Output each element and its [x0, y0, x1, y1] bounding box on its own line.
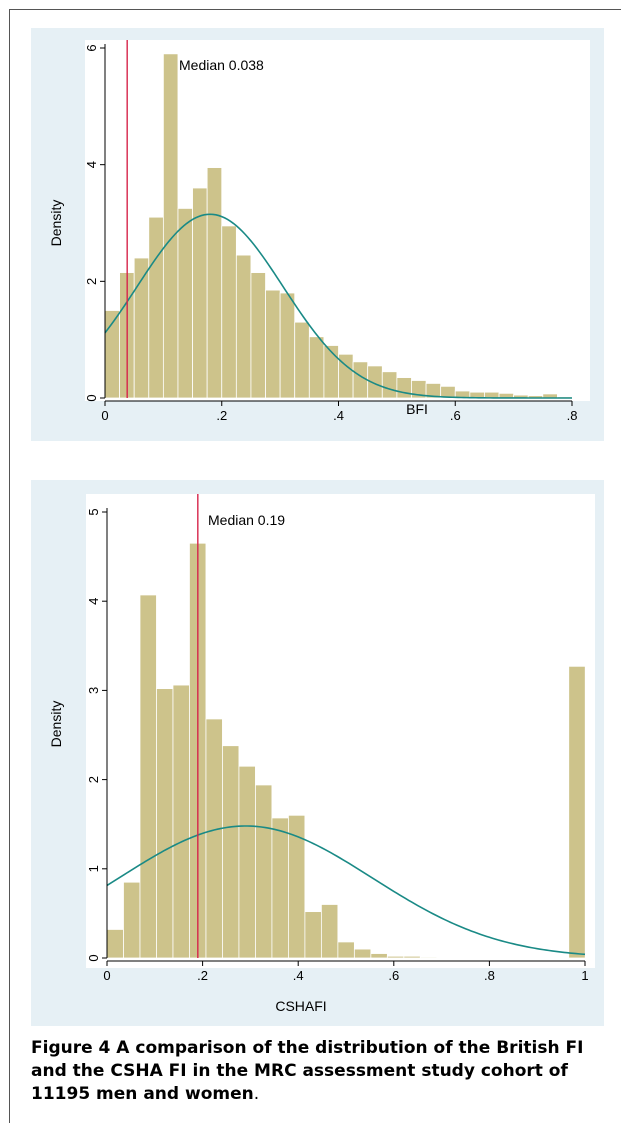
y-tick-label: 6	[84, 44, 99, 51]
cshafi-histogram-chart: Median 0.19 0 1 2 3 4 5 0 .2 .4 .6 .8 1 Density CSHAFI	[48, 494, 595, 1014]
figure-caption: Figure 4 A comparison of the distributio…	[31, 1037, 611, 1106]
histogram-bar	[271, 817, 289, 959]
y-tick-label: 5	[86, 508, 101, 515]
histogram-bar	[396, 377, 412, 399]
histogram-bar	[238, 765, 256, 959]
x-axis-title: CSHAFI	[275, 998, 326, 1014]
histogram-bar	[148, 216, 164, 399]
histogram-bar	[139, 594, 157, 959]
y-tick-label: 4	[84, 161, 99, 168]
histogram-bar	[192, 187, 208, 399]
bfi-histogram-panel: Median 0.038 0 2 4 6 0 .2 .4 .6 .8 Density BFI	[31, 28, 604, 441]
caption-text: A comparison of the distribution of the …	[31, 1038, 584, 1104]
histogram-bar	[386, 955, 405, 959]
histogram-bar	[337, 941, 355, 959]
y-tick-label: 0	[86, 954, 101, 961]
histogram-bar	[352, 361, 369, 399]
x-tick-label: .2	[197, 968, 208, 983]
x-tick-label: .6	[450, 408, 461, 423]
figure-frame-top	[9, 9, 621, 10]
histogram-bar	[353, 948, 372, 959]
figure-label: Figure 4	[31, 1038, 111, 1058]
x-axis-title: BFI	[406, 401, 428, 417]
histogram-bar	[156, 688, 174, 959]
y-tick-label: 2	[84, 278, 99, 285]
histogram-bar	[250, 272, 266, 399]
cshafi-histogram-panel: Median 0.19 0 1 2 3 4 5 0 .2 .4 .6 .8 1 Density CSHAFI	[31, 480, 604, 1026]
histogram-bar	[222, 745, 240, 959]
x-tick-label: 1	[581, 968, 588, 983]
x-tick-label: .6	[388, 968, 399, 983]
histogram-bar	[279, 292, 296, 399]
figure-frame-left	[9, 9, 10, 1123]
histogram-bar	[162, 53, 179, 399]
y-tick-label: 1	[86, 865, 101, 872]
histogram-bar	[255, 784, 273, 959]
x-tick-label: .8	[567, 408, 578, 423]
x-tick-label: .4	[333, 408, 344, 423]
y-axis-title: Density	[48, 200, 64, 247]
histogram-bar	[568, 665, 586, 959]
histogram-bar	[308, 336, 325, 399]
histogram-bar	[419, 956, 438, 959]
histogram-bar	[381, 371, 398, 399]
histogram-bar	[106, 929, 124, 959]
y-tick-label: 3	[86, 687, 101, 694]
x-tick-label: 0	[101, 408, 108, 423]
histogram-bar	[320, 904, 339, 959]
histogram-bar	[221, 225, 237, 399]
histogram-bar	[323, 345, 339, 399]
histogram-bar	[288, 814, 306, 959]
histogram-bar	[172, 684, 190, 959]
y-tick-label: 4	[86, 598, 101, 605]
y-tick-label: 2	[86, 776, 101, 783]
normal-density-curve	[106, 825, 586, 956]
histogram-bar	[370, 953, 388, 959]
x-tick-label: .4	[293, 968, 304, 983]
histogram-bar	[235, 254, 252, 399]
y-axis-title: Density	[48, 701, 64, 748]
normal-density-curve	[104, 213, 572, 399]
bfi-histogram-chart: Median 0.038 0 2 4 6 0 .2 .4 .6 .8 Density BFI	[48, 40, 590, 423]
histogram-bar	[177, 208, 193, 399]
caption-end: .	[253, 1084, 260, 1104]
histogram-bar	[403, 955, 421, 959]
median-label: Median 0.038	[179, 57, 264, 73]
histogram-bar	[206, 167, 223, 399]
histogram-bar	[205, 718, 223, 959]
x-tick-label: .2	[216, 408, 227, 423]
x-tick-label: .8	[484, 968, 495, 983]
x-tick-label: 0	[103, 968, 110, 983]
histogram-bar	[265, 289, 281, 399]
median-label: Median 0.19	[208, 512, 285, 528]
y-tick-label: 0	[84, 394, 99, 401]
histogram-bar	[123, 881, 141, 959]
histogram-bar	[304, 911, 322, 959]
histogram-bar	[294, 321, 310, 399]
